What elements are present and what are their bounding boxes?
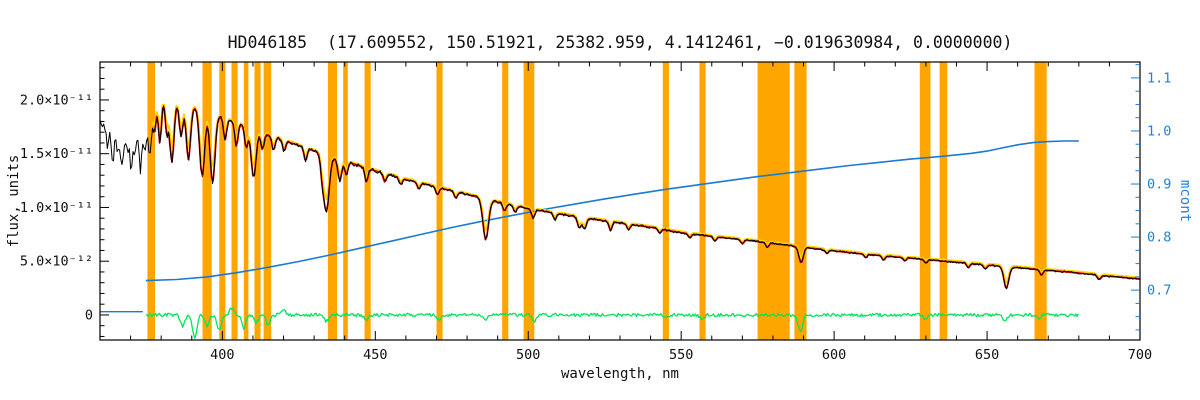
masked-band bbox=[939, 62, 948, 340]
masked-band bbox=[919, 62, 931, 340]
x-axis-label: wavelength, nm bbox=[560, 366, 679, 382]
y-right-tick-label: 1.1 bbox=[1147, 70, 1171, 86]
y-left-tick-label: 1.0×10⁻¹¹ bbox=[20, 200, 93, 216]
x-tick-label: 600 bbox=[822, 347, 846, 363]
masked-band bbox=[794, 62, 807, 340]
masked-band bbox=[523, 62, 535, 340]
masked-band bbox=[436, 62, 443, 340]
masked-band bbox=[263, 62, 272, 340]
y-right-tick-label: 0.9 bbox=[1147, 177, 1171, 193]
y-left-tick-label: 0 bbox=[85, 307, 93, 323]
masked-band bbox=[757, 62, 790, 340]
x-tick-label: 700 bbox=[1128, 347, 1152, 363]
masked-band bbox=[502, 62, 509, 340]
y-axis-label-flux: flux, units bbox=[6, 154, 22, 248]
masked-band bbox=[662, 62, 669, 340]
masked-band bbox=[219, 62, 226, 340]
y-left-tick-label: 1.5×10⁻¹¹ bbox=[20, 146, 93, 162]
mcont-series bbox=[145, 140, 1079, 282]
masked-band bbox=[202, 62, 212, 340]
y-right-tick-label: 1.0 bbox=[1147, 123, 1171, 139]
y-right-tick-label: 0.8 bbox=[1147, 230, 1171, 246]
masked-band bbox=[343, 62, 348, 340]
y-axis-label-mcont: mcont bbox=[1177, 179, 1193, 223]
masked-band bbox=[243, 62, 249, 340]
x-tick-label: 500 bbox=[516, 347, 540, 363]
flux-series bbox=[99, 105, 1141, 290]
chart-title: HD046185 (17.609552, 150.51921, 25382.95… bbox=[227, 33, 1013, 52]
x-tick-label: 650 bbox=[975, 347, 999, 363]
masked-band bbox=[1034, 62, 1047, 340]
x-tick-label: 400 bbox=[210, 347, 234, 363]
masked-band bbox=[231, 62, 238, 340]
x-tick-label: 450 bbox=[363, 347, 387, 363]
masked-band bbox=[327, 62, 338, 340]
masked-band bbox=[364, 62, 371, 340]
masked-band bbox=[147, 62, 155, 340]
masked-band bbox=[699, 62, 706, 340]
x-tick-label: 550 bbox=[669, 347, 693, 363]
masked-band bbox=[254, 62, 261, 340]
continuum-fit-series bbox=[151, 103, 1141, 284]
y-left-tick-label: 5.0×10⁻¹² bbox=[20, 254, 93, 270]
y-left-tick-label: 2.0×10⁻¹¹ bbox=[20, 92, 93, 108]
residual-series bbox=[145, 307, 1079, 339]
y-right-tick-label: 0.7 bbox=[1147, 283, 1171, 299]
